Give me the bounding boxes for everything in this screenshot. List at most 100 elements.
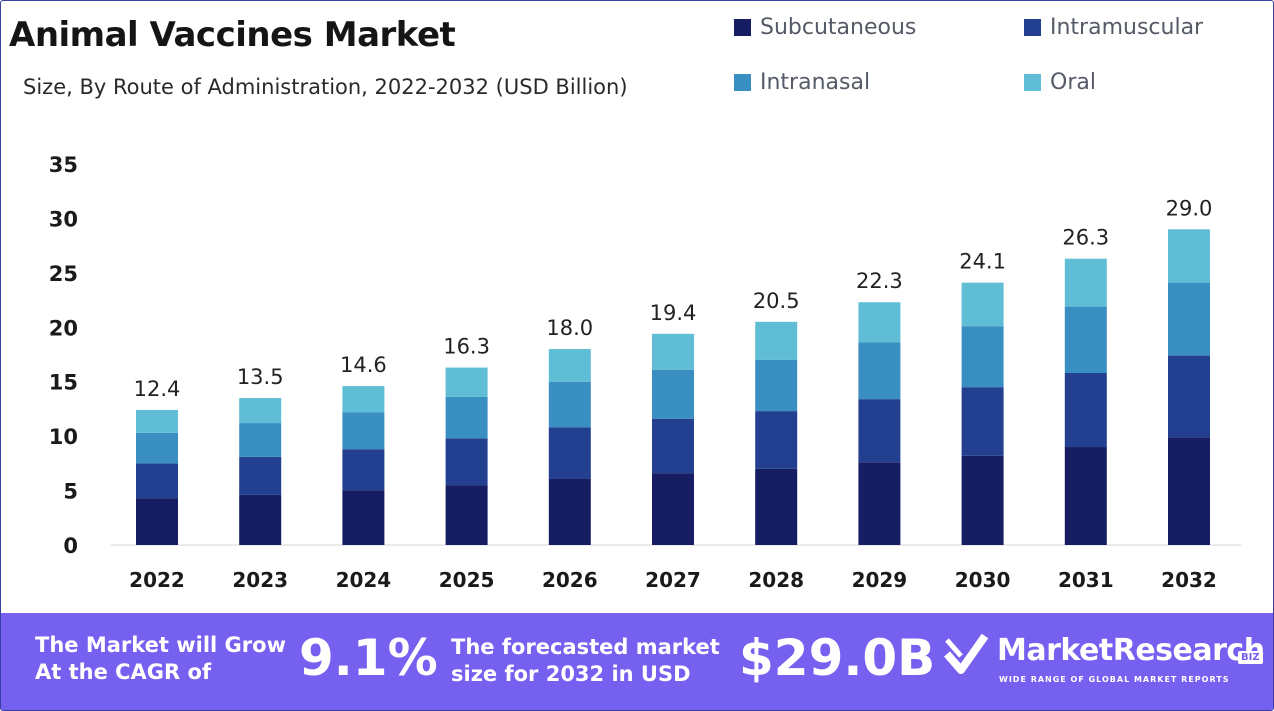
legend-item-oral: Oral <box>1024 70 1096 95</box>
legend-label-intranasal: Intranasal <box>760 70 871 95</box>
bar-total-label: 13.5 <box>237 365 284 389</box>
legend-swatch-intramuscular <box>1024 19 1041 36</box>
y-tick-label: 0 <box>63 534 78 558</box>
legend-item-intramuscular: Intramuscular <box>1024 15 1203 40</box>
bar-segment-intranasal <box>652 369 694 419</box>
checkmark-logo-icon <box>943 633 989 674</box>
bar-segment-intramuscular <box>1064 373 1107 448</box>
x-tick-label: 2027 <box>645 568 701 592</box>
y-tick-label: 15 <box>49 371 78 395</box>
bar-total-label: 20.5 <box>753 289 800 313</box>
y-tick-label: 30 <box>49 207 78 231</box>
bar-segment-subcutaneous <box>136 498 178 545</box>
bar-segment-oral <box>548 349 591 382</box>
bar-segment-oral <box>136 410 178 433</box>
x-tick-label: 2024 <box>336 568 392 592</box>
bar-total-label: 26.3 <box>1062 226 1109 250</box>
bar-segment-intranasal <box>548 381 591 428</box>
bar-segment-subcutaneous <box>1064 447 1107 545</box>
bar-segment-subcutaneous <box>239 494 282 545</box>
bar-segment-oral <box>961 282 1004 327</box>
bar-segment-oral <box>342 386 385 413</box>
bar-total-label: 22.3 <box>856 269 903 293</box>
forecast-caption: The forecasted market size for 2032 in U… <box>451 635 720 686</box>
bar-total-label: 24.1 <box>959 250 1006 274</box>
bar-segment-subcutaneous <box>858 462 901 545</box>
bar-segment-oral <box>652 333 694 370</box>
bar-segment-intranasal <box>342 412 385 450</box>
bar-segment-oral <box>858 302 901 343</box>
x-tick-label: 2022 <box>129 568 185 592</box>
legend: Subcutaneous Intramuscular Intranasal Or… <box>734 15 1264 115</box>
bar-total-label: 29.0 <box>1166 196 1213 220</box>
bar-segment-intranasal <box>136 432 178 464</box>
chart-subtitle: Size, By Route of Administration, 2022-2… <box>23 75 628 99</box>
legend-swatch-intranasal <box>734 74 751 91</box>
bar-segment-subcutaneous <box>961 455 1004 545</box>
bar-segment-subcutaneous <box>342 490 385 545</box>
bar-total-label: 16.3 <box>443 335 490 359</box>
bar-segment-intranasal <box>239 423 282 457</box>
bar-segment-subcutaneous <box>652 473 694 545</box>
bar-segment-intramuscular <box>755 411 798 469</box>
x-tick-label: 2028 <box>748 568 804 592</box>
bar-segment-intramuscular <box>136 463 178 499</box>
cagr-value: 9.1% <box>299 629 438 687</box>
x-tick-label: 2031 <box>1058 568 1114 592</box>
bar-segment-intramuscular <box>548 427 591 479</box>
stacked-bar-chart: 0510152025303512.4202213.5202314.6202416… <box>49 153 1241 592</box>
bar-segment-intramuscular <box>1168 355 1210 438</box>
legend-label-oral: Oral <box>1050 70 1096 95</box>
bar-segment-intranasal <box>445 396 488 439</box>
bar-segment-intramuscular <box>342 449 385 491</box>
legend-label-intramuscular: Intramuscular <box>1050 15 1204 40</box>
bar-segment-oral <box>1168 229 1210 283</box>
cagr-caption: The Market will Grow At the CAGR of <box>35 633 286 684</box>
x-tick-label: 2030 <box>955 568 1011 592</box>
chart-title: Animal Vaccines Market <box>9 15 456 55</box>
legend-swatch-subcutaneous <box>734 19 751 36</box>
forecast-value: $29.0B <box>739 629 936 687</box>
bar-segment-intranasal <box>858 342 901 400</box>
bar-segment-oral <box>1064 258 1107 307</box>
bar-segment-subcutaneous <box>548 478 591 545</box>
bar-total-label: 14.6 <box>340 353 387 377</box>
bar-segment-intramuscular <box>445 438 488 486</box>
bar-segment-intramuscular <box>652 418 694 474</box>
brand-badge: BIZ <box>1238 651 1263 664</box>
y-tick-label: 25 <box>49 262 78 286</box>
bar-segment-intranasal <box>1064 306 1107 374</box>
legend-label-subcutaneous: Subcutaneous <box>760 15 917 40</box>
x-tick-label: 2025 <box>439 568 495 592</box>
y-tick-label: 20 <box>49 316 78 340</box>
bar-total-label: 12.4 <box>134 377 181 401</box>
x-tick-label: 2029 <box>852 568 908 592</box>
brand-name: MarketResearch <box>997 633 1265 668</box>
bar-segment-oral <box>239 398 282 424</box>
bar-segment-intranasal <box>961 326 1004 388</box>
bar-segment-oral <box>755 321 798 360</box>
bar-segment-subcutaneous <box>1168 437 1210 545</box>
legend-item-intranasal: Intranasal <box>734 70 870 95</box>
y-tick-label: 5 <box>63 480 78 504</box>
bar-segment-intranasal <box>1168 282 1210 356</box>
brand-tagline: WIDE RANGE OF GLOBAL MARKET REPORTS <box>999 675 1230 684</box>
bar-segment-intramuscular <box>858 399 901 463</box>
legend-item-subcutaneous: Subcutaneous <box>734 15 916 40</box>
bar-segment-intramuscular <box>961 387 1004 456</box>
summary-banner: The Market will Grow At the CAGR of 9.1%… <box>1 613 1273 710</box>
x-tick-label: 2026 <box>542 568 598 592</box>
bar-segment-oral <box>445 367 488 397</box>
x-tick-label: 2023 <box>232 568 288 592</box>
bar-total-label: 18.0 <box>546 316 593 340</box>
bar-segment-intranasal <box>755 359 798 412</box>
legend-swatch-oral <box>1024 74 1041 91</box>
y-tick-label: 35 <box>49 153 78 177</box>
y-tick-label: 10 <box>49 425 78 449</box>
bar-total-label: 19.4 <box>650 301 697 325</box>
bar-segment-intramuscular <box>239 456 282 495</box>
bar-segment-subcutaneous <box>445 485 488 545</box>
bar-segment-subcutaneous <box>755 468 798 545</box>
x-tick-label: 2032 <box>1161 568 1217 592</box>
